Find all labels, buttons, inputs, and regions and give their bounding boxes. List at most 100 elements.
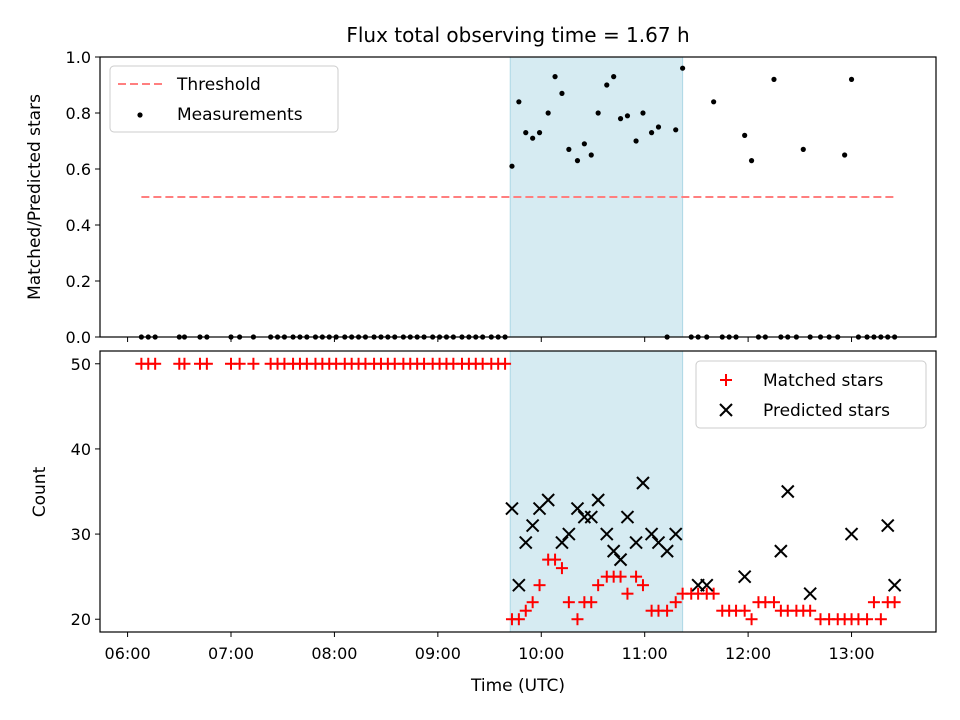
matched-star-point	[555, 562, 568, 575]
predicted-star-point	[606, 544, 621, 558]
top-ytick-label: 0.0	[66, 328, 91, 347]
bottom-shaded-region	[509, 350, 684, 633]
xtick-label: 12:00	[725, 644, 771, 663]
matched-star-point	[707, 587, 720, 600]
matched-star-point	[861, 613, 874, 626]
measurement-point	[566, 146, 572, 152]
predicted-star-point	[584, 510, 598, 524]
matched-star-point	[512, 613, 525, 626]
measurement-point	[530, 135, 536, 141]
predicted-star-point	[881, 518, 895, 533]
measurement-point	[523, 130, 529, 136]
matched-star-point	[804, 604, 817, 617]
measurement-point	[673, 127, 679, 133]
predicted-star-point	[844, 527, 859, 541]
predicted-star-point	[519, 535, 533, 550]
xtick-label: 08:00	[311, 644, 357, 663]
matched-star-point	[562, 596, 575, 609]
top-xticks	[127, 337, 853, 342]
top-ytick-label: 0.6	[66, 160, 91, 179]
matched-star-point	[585, 596, 598, 609]
matched-star-point	[200, 357, 213, 370]
top-yticks: 0.0 0.2 0.4 0.6 0.8 1.0	[66, 48, 100, 347]
measurement-point	[848, 76, 855, 82]
matched-star-point	[549, 553, 562, 566]
measurement-point	[617, 116, 624, 122]
matched-star-point	[888, 596, 901, 609]
xtick-label: 06:00	[105, 644, 151, 663]
chart-title: Flux total observing time = 1.67 h	[346, 23, 689, 47]
measurement-point	[545, 110, 551, 116]
measurement-point	[624, 113, 631, 119]
matched-stars-legend-marker	[720, 374, 732, 386]
measurement-point	[581, 141, 587, 147]
measurement-point	[648, 130, 655, 136]
matched-star-point	[621, 587, 634, 600]
predicted-star-point	[887, 578, 902, 592]
xtick-label: 09:00	[415, 644, 461, 663]
bottom-yticks: 20 30 40 50	[71, 355, 100, 629]
predicted-star-point	[600, 527, 614, 541]
top-ytick-label: 1.0	[66, 48, 91, 67]
matched-star-point	[661, 604, 674, 617]
predicted-stars-layer	[505, 476, 902, 601]
matched-star-point	[745, 613, 758, 626]
predicted-star-point	[512, 578, 526, 592]
predicted-star-point	[570, 501, 585, 516]
bottom-ytick-label: 30	[71, 525, 91, 544]
predicted-star-point	[629, 535, 643, 550]
measurement-point	[655, 124, 662, 130]
matched-star-point	[533, 579, 546, 592]
predicted-star-point	[803, 586, 817, 601]
matched-star-point	[499, 357, 512, 370]
measurement-point	[559, 90, 565, 96]
predicted-star-point	[774, 544, 788, 558]
xtick-label: 11:00	[622, 644, 668, 663]
bottom-y-axis-label: Count	[30, 466, 50, 517]
measurement-point	[711, 99, 717, 105]
predicted-star-point	[644, 527, 659, 541]
measurement-point	[574, 158, 581, 164]
predicted-star-point	[591, 493, 605, 507]
predicted-star-point	[660, 544, 674, 558]
predicted-star-point	[525, 518, 540, 533]
predicted-star-point	[700, 578, 714, 592]
measurement-point	[680, 65, 686, 71]
measurement-point	[611, 74, 617, 80]
top-ytick-label: 0.4	[66, 216, 91, 235]
matched-stars-legend-label: Matched stars	[763, 371, 883, 391]
matched-star-point	[519, 604, 532, 617]
threshold-legend-label: Threshold	[176, 75, 261, 95]
measurement-point	[633, 138, 639, 144]
xtick-label: 10:00	[518, 644, 564, 663]
measurement-point	[771, 76, 777, 82]
bottom-plot-frame	[99, 350, 937, 633]
measurement-point	[742, 132, 748, 138]
top-panel: 0.0 0.2 0.4 0.6 0.8 1.0 Matched/Predicted sta…	[25, 48, 937, 347]
matched-star-point	[571, 613, 584, 626]
measurement-point	[536, 130, 543, 136]
measurement-point	[604, 82, 610, 88]
matched-star-point	[233, 357, 246, 370]
matched-star-point	[738, 604, 751, 617]
bottom-ytick-label: 50	[71, 355, 91, 374]
bottom-legend: Matched stars Predicted stars	[695, 360, 927, 429]
matched-star-point	[149, 357, 162, 370]
measurement-point	[509, 163, 515, 169]
measurement-point	[748, 158, 755, 164]
measurement-point	[552, 74, 558, 80]
matched-star-point	[636, 579, 649, 592]
matched-star-point	[867, 596, 880, 609]
predicted-star-point	[737, 569, 752, 584]
top-shaded-region	[509, 56, 684, 338]
matched-star-point	[592, 579, 605, 592]
predicted-star-point	[541, 493, 555, 507]
measurement-point	[800, 146, 806, 152]
matched-star-point	[767, 596, 780, 609]
matched-star-point	[178, 357, 191, 370]
top-legend-frame	[109, 65, 339, 133]
predicted-star-point	[620, 510, 635, 524]
bottom-ytick-label: 40	[71, 440, 91, 459]
predicted-star-point	[555, 535, 569, 550]
